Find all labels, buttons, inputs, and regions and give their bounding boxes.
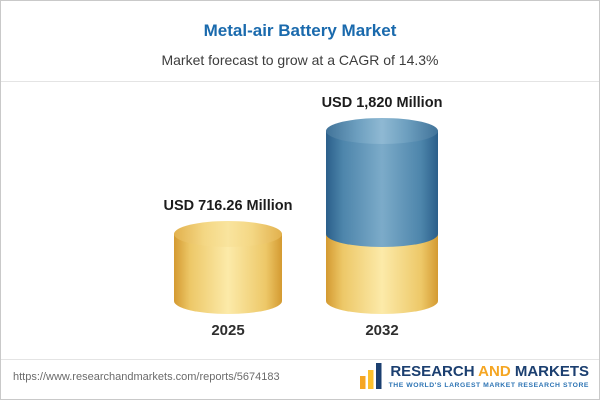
value-label-2032: USD 1,820 Million bbox=[321, 95, 443, 111]
bar-group-2032: USD 1,820 Million 2032 bbox=[302, 89, 462, 339]
footer-divider bbox=[1, 359, 599, 360]
logo-word-and: AND bbox=[478, 362, 511, 380]
page-subtitle: Market forecast to grow at a CAGR of 14.… bbox=[161, 52, 439, 68]
logo-bars-icon bbox=[359, 362, 383, 390]
category-label-2032: 2032 bbox=[365, 322, 399, 339]
category-label-2025: 2025 bbox=[211, 322, 245, 339]
cylinder-2032 bbox=[326, 118, 438, 314]
report-url: https://www.researchandmarkets.com/repor… bbox=[13, 371, 280, 383]
research-and-markets-logo: RESEARCH AND MARKETS THE WORLD'S LARGEST… bbox=[359, 362, 589, 390]
logo-wordmark: RESEARCH AND MARKETS bbox=[389, 362, 589, 380]
logo-word-markets: MARKETS bbox=[514, 362, 589, 380]
cylinder-2025-segment bbox=[174, 221, 282, 314]
value-label-2025: USD 716.26 Million bbox=[163, 198, 293, 214]
bar-group-2025: USD 716.26 Million 2025 bbox=[148, 89, 308, 339]
header: Metal-air Battery Market Market forecast… bbox=[1, 1, 599, 68]
bar-chart: USD 716.26 Million 2025 USD 1,820 Millio… bbox=[1, 89, 599, 339]
logo-word-research: RESEARCH bbox=[390, 362, 475, 380]
cylinder-2025 bbox=[174, 221, 282, 314]
header-divider bbox=[1, 81, 599, 82]
logo-text: RESEARCH AND MARKETS THE WORLD'S LARGEST… bbox=[388, 362, 589, 389]
page-title: Metal-air Battery Market bbox=[203, 21, 397, 40]
cylinder-2032-growth-segment bbox=[326, 118, 438, 247]
logo-tagline: THE WORLD'S LARGEST MARKET RESEARCH STOR… bbox=[388, 381, 589, 389]
